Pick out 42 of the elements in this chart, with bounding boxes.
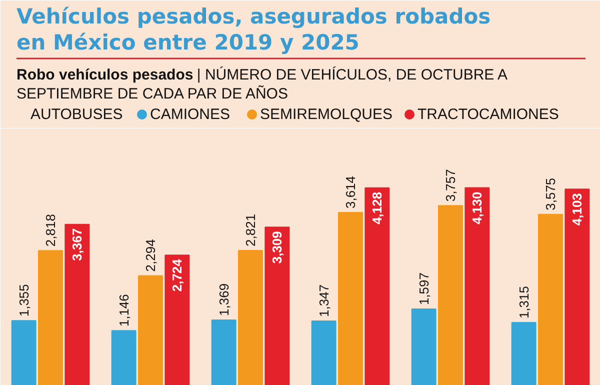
bar [438,205,463,385]
data-label: 4,103 [570,193,585,226]
data-label: 3,575 [543,178,558,210]
data-label: 2,818 [43,214,58,247]
data-label: 1,347 [316,284,332,318]
bar [238,250,263,385]
data-label: 1,369 [216,283,232,316]
bar [464,187,490,385]
data-label: 2,821 [243,214,258,246]
bar [38,250,63,385]
legend-label: CAMIONES [150,106,230,123]
bar [264,226,290,385]
bar [311,320,336,385]
data-label: 1,355 [16,284,32,317]
data-label: 2,294 [143,239,158,272]
bar [138,275,163,385]
bar [511,322,536,385]
bar [364,187,390,385]
bar [64,224,90,385]
bar [411,308,436,385]
data-label: 4,128 [370,192,385,224]
bar [164,254,190,385]
data-label: 1,315 [516,286,532,319]
legend-label: TRACTOCAMIONES [418,106,559,123]
bar [11,320,36,385]
bar [338,212,363,385]
chart-title: Vehículos pesados, asegurados robados en México entre 2019 y 2025 [16,4,491,54]
data-label: 2,724 [170,258,185,292]
chart-subtitle: Robo vehículos pesados| NÚMERO DE VEHÍCULOS, DE OCTUBRE A SEPTIEMBRE DE CADA PAR DE AÑOS [16,66,508,102]
data-label: 3,757 [443,169,458,202]
bar [111,330,136,385]
legend-label: SEMIREMOLQUES [260,106,393,123]
bar [538,214,563,385]
text: AUTOBUSES [30,106,123,123]
data-label: 1,146 [116,294,132,327]
data-label: 3,614 [343,176,358,209]
data-label: 3,367 [70,228,85,261]
data-label: 3,309 [270,231,285,264]
bar [564,188,590,385]
data-label: 1,597 [416,272,432,306]
data-label: 4,130 [470,192,485,224]
bar [211,319,236,385]
